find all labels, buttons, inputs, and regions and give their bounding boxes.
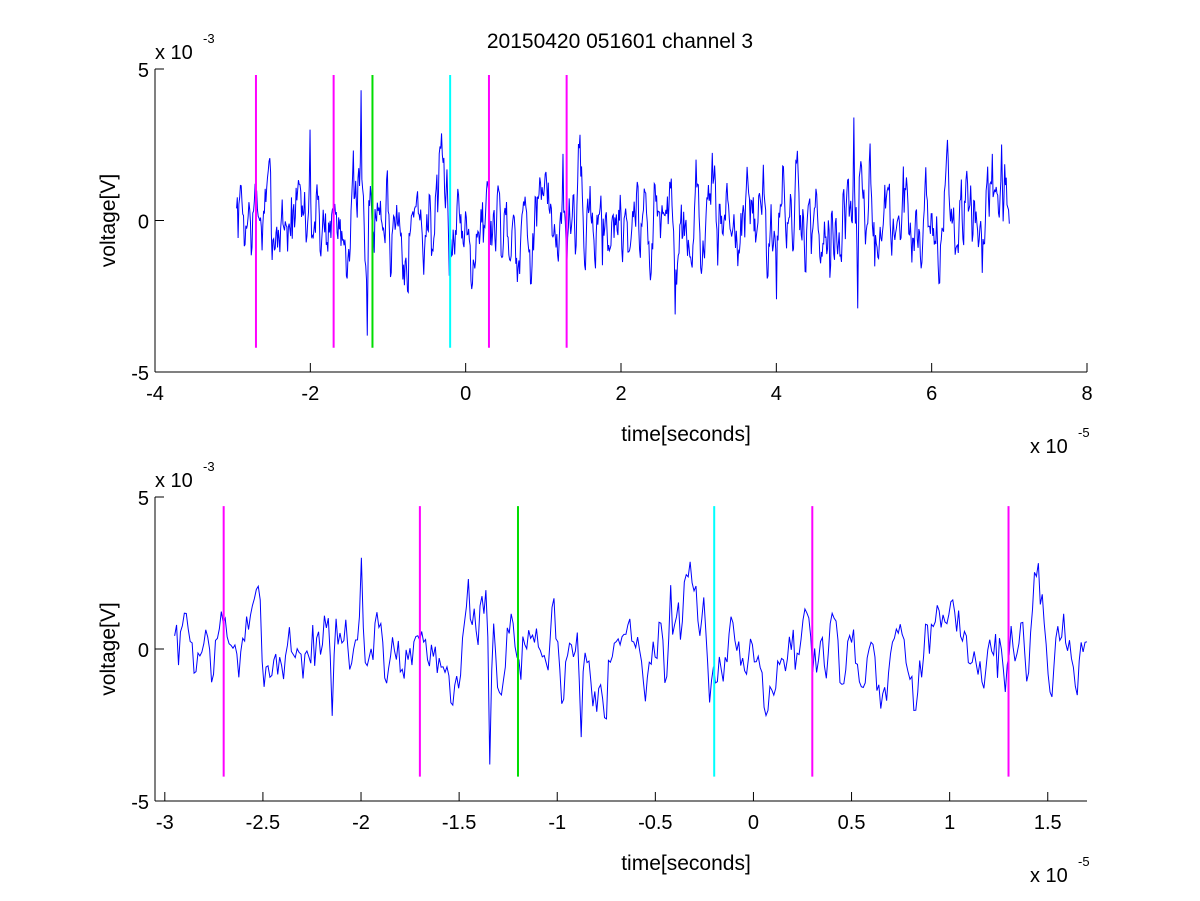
x-tick-label: 2 <box>615 383 626 405</box>
signal-trace-line <box>236 90 1010 336</box>
bottom-panel: -3 -2.5 -2 -1.5 -1 -0.5 0 0.5 1 1.5 -5 0 5 time[secon… <box>97 459 1090 887</box>
x-tick-label: -4 <box>146 383 164 405</box>
x-exponent-power: -5 <box>1078 425 1090 440</box>
x-tick-label: 6 <box>926 383 937 405</box>
x-axis-label: time[seconds] <box>621 852 751 875</box>
y-tick-label: 0 <box>138 212 149 234</box>
x-tick-label: 0 <box>460 383 471 405</box>
x-tick-label: -1.5 <box>442 812 476 834</box>
top-panel: -4 -2 0 2 4 6 8 -5 0 5 time[seconds] voltage[V] x 10… <box>97 31 1093 458</box>
x-tick-label: 4 <box>771 383 782 405</box>
signal-trace-line <box>174 557 1088 765</box>
x-tick-label: 1.5 <box>1034 812 1062 834</box>
y-exponent-power: -3 <box>203 459 215 474</box>
x-exponent-power: -5 <box>1078 854 1090 869</box>
y-exponent-label: x 10 <box>155 470 193 492</box>
x-tick-label: 0.5 <box>838 812 866 834</box>
y-tick-label: -5 <box>131 363 149 385</box>
x-exponent-label: x 10 <box>1030 436 1068 458</box>
y-tick-label: -5 <box>131 792 149 814</box>
y-tick-label: 5 <box>138 60 149 82</box>
y-axis-label: voltage[V] <box>97 174 120 267</box>
x-tick-label: -1 <box>548 812 566 834</box>
x-axis-label: time[seconds] <box>621 423 751 446</box>
x-tick-label: 1 <box>944 812 955 834</box>
y-tick-label: 0 <box>138 640 149 662</box>
x-exponent-label: x 10 <box>1030 865 1068 887</box>
y-tick-label: 5 <box>138 488 149 510</box>
figure-title: 20150420 051601 channel 3 <box>487 30 753 53</box>
x-tick-label: -2 <box>352 812 370 834</box>
x-tick-label: -2.5 <box>246 812 280 834</box>
x-tick-label: -2 <box>301 383 319 405</box>
y-exponent-label: x 10 <box>155 42 193 64</box>
x-tick-label: 8 <box>1081 383 1092 405</box>
x-tick-label: -3 <box>156 812 174 834</box>
x-tick-label: 0 <box>748 812 759 834</box>
y-exponent-power: -3 <box>203 31 215 46</box>
y-axis-label: voltage[V] <box>97 602 120 695</box>
x-tick-label: -0.5 <box>638 812 672 834</box>
